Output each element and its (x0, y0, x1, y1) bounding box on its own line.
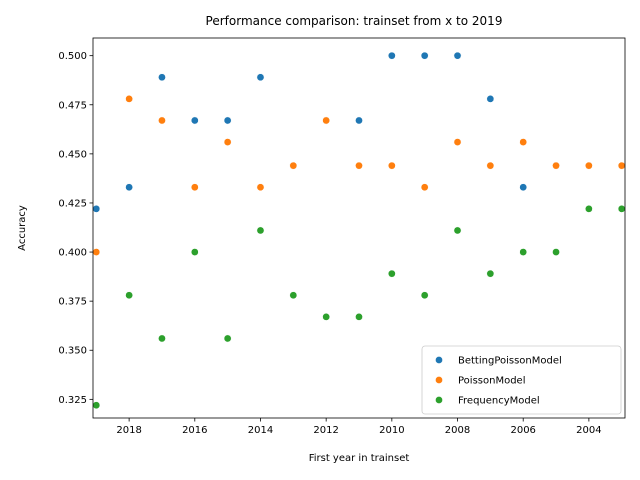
x-tick-label: 2012 (313, 425, 338, 436)
data-point (355, 313, 363, 321)
data-point (420, 291, 429, 300)
data-point (486, 95, 495, 103)
data-point (585, 205, 593, 213)
x-axis: 2018 2016 2014 2012 2010 2008 2006 2004 (116, 418, 602, 436)
y-tick-label: 0.325 (58, 395, 87, 406)
data-point (519, 248, 528, 256)
chart-title: Performance comparison: trainset from x … (206, 14, 503, 28)
data-point (355, 116, 363, 125)
series-1 (92, 95, 626, 256)
data-point (519, 138, 528, 146)
legend: BettingPoissonModel PoissonModel Frequency… (421, 345, 622, 415)
legend-entry: FrequencyModel (458, 396, 540, 407)
y-axis: 0.325 0.350 0.375 0.400 0.425 0.450 0.475 0.500 (58, 51, 93, 406)
y-tick-label: 0.500 (58, 51, 87, 62)
x-tick-label: 2018 (116, 425, 141, 436)
legend-marker (435, 356, 443, 364)
y-tick-label: 0.425 (58, 198, 87, 209)
y-tick-label: 0.400 (58, 248, 87, 259)
data-point (92, 205, 101, 213)
data-point (453, 138, 462, 146)
data-point (552, 248, 560, 256)
data-point (289, 291, 298, 300)
data-point (453, 51, 462, 60)
axes-frame (92, 37, 626, 419)
y-tick-label: 0.475 (58, 100, 87, 111)
data-point (387, 269, 396, 278)
x-axis-label: First year in trainset (309, 453, 410, 464)
data-point (92, 401, 101, 410)
x-tick-label: 2004 (576, 425, 601, 436)
data-point (125, 95, 133, 103)
data-point (158, 116, 166, 125)
data-point (92, 248, 101, 256)
data-point (486, 269, 495, 278)
data-point (289, 161, 298, 170)
y-tick-label: 0.375 (58, 297, 87, 308)
data-point (223, 116, 232, 125)
y-tick-label: 0.350 (58, 346, 87, 357)
data-point (322, 313, 331, 321)
data-point (453, 226, 462, 235)
legend-marker (435, 376, 443, 384)
data-point (223, 334, 232, 343)
plot-area (92, 51, 626, 410)
data-point (158, 334, 166, 343)
x-tick-label: 2006 (510, 425, 535, 436)
data-point (420, 51, 429, 60)
data-point (617, 205, 626, 213)
data-point (256, 73, 265, 82)
x-tick-label: 2016 (182, 425, 207, 436)
data-point (190, 116, 199, 125)
y-axis-label: Accuracy (17, 205, 28, 251)
data-point (486, 161, 495, 170)
data-point (125, 291, 133, 300)
data-point (585, 161, 593, 170)
data-point (617, 161, 626, 170)
data-point (256, 226, 265, 235)
data-point (125, 183, 133, 192)
data-point (322, 116, 331, 125)
data-point (552, 161, 560, 170)
data-point (223, 138, 232, 146)
data-point (387, 161, 396, 170)
data-point (387, 51, 396, 60)
data-point (519, 183, 528, 192)
x-tick-label: 2014 (248, 425, 273, 436)
legend-entry: PoissonModel (458, 376, 525, 387)
data-point (256, 183, 265, 192)
y-tick-label: 0.450 (58, 149, 87, 160)
legend-entry: BettingPoissonModel (458, 356, 562, 367)
data-point (355, 161, 363, 170)
x-tick-label: 2008 (445, 425, 470, 436)
x-tick-label: 2010 (379, 425, 404, 436)
legend-box (421, 345, 622, 415)
series-2 (92, 205, 626, 410)
data-point (190, 248, 199, 256)
data-point (158, 73, 166, 82)
data-point (420, 183, 429, 192)
data-point (190, 183, 199, 192)
legend-marker (435, 396, 443, 404)
